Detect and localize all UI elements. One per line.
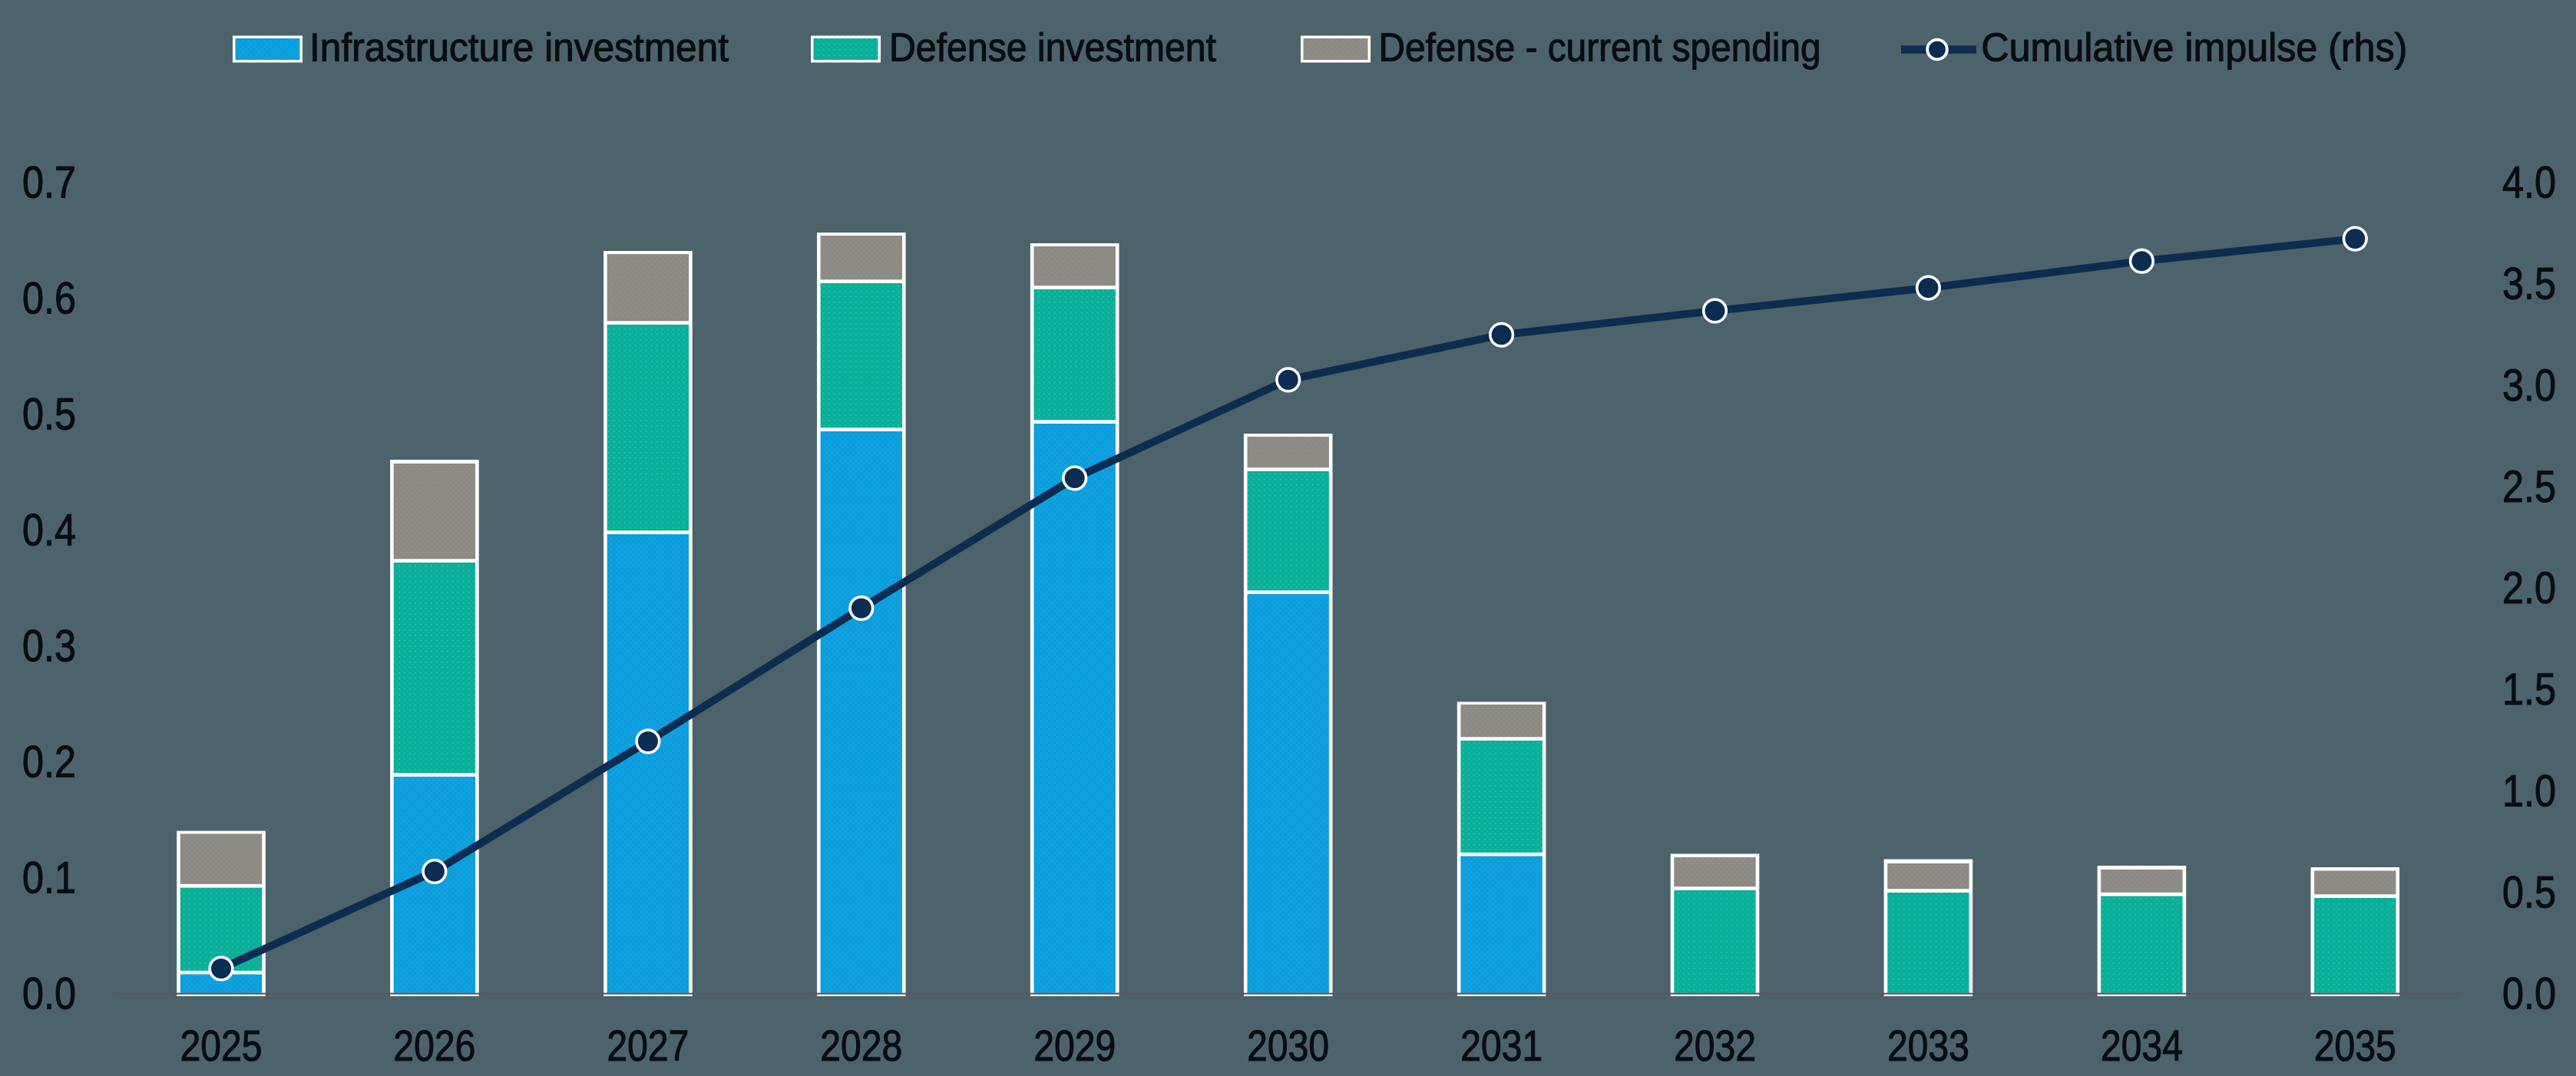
svg-text:2033: 2033 <box>1887 1022 1969 1071</box>
svg-text:2034: 2034 <box>2101 1022 2183 1071</box>
svg-text:2031: 2031 <box>1460 1022 1543 1071</box>
svg-text:1.5: 1.5 <box>2502 665 2556 715</box>
svg-text:2029: 2029 <box>1033 1022 1116 1071</box>
svg-text:2032: 2032 <box>1674 1022 1756 1071</box>
svg-text:2030: 2030 <box>1247 1022 1329 1071</box>
svg-text:0.6: 0.6 <box>22 274 76 324</box>
svg-text:3.0: 3.0 <box>2502 361 2556 411</box>
svg-text:0.0: 0.0 <box>2502 969 2556 1019</box>
svg-text:4.0: 4.0 <box>2502 158 2556 208</box>
svg-text:Defense - current spending: Defense - current spending <box>1379 26 1821 71</box>
svg-text:0.3: 0.3 <box>22 622 76 672</box>
svg-text:2.0: 2.0 <box>2502 563 2556 613</box>
svg-text:0.2: 0.2 <box>22 738 76 787</box>
svg-text:1.0: 1.0 <box>2502 766 2556 816</box>
svg-text:2027: 2027 <box>607 1022 689 1071</box>
svg-text:0.0: 0.0 <box>22 969 76 1019</box>
svg-text:2026: 2026 <box>393 1022 475 1071</box>
svg-text:Infrastructure investment: Infrastructure investment <box>309 26 729 71</box>
svg-text:2025: 2025 <box>180 1022 263 1071</box>
svg-text:2028: 2028 <box>820 1022 902 1071</box>
svg-text:2035: 2035 <box>2314 1022 2396 1071</box>
svg-text:Cumulative impulse (rhs): Cumulative impulse (rhs) <box>1981 26 2407 71</box>
svg-text:2.5: 2.5 <box>2502 462 2556 512</box>
svg-text:3.5: 3.5 <box>2502 259 2556 309</box>
svg-text:0.5: 0.5 <box>22 390 76 440</box>
svg-text:0.5: 0.5 <box>2502 867 2556 917</box>
svg-text:0.1: 0.1 <box>22 853 76 903</box>
svg-text:0.4: 0.4 <box>22 506 76 556</box>
svg-text:Defense investment: Defense investment <box>889 26 1217 71</box>
svg-text:0.7: 0.7 <box>22 158 76 208</box>
